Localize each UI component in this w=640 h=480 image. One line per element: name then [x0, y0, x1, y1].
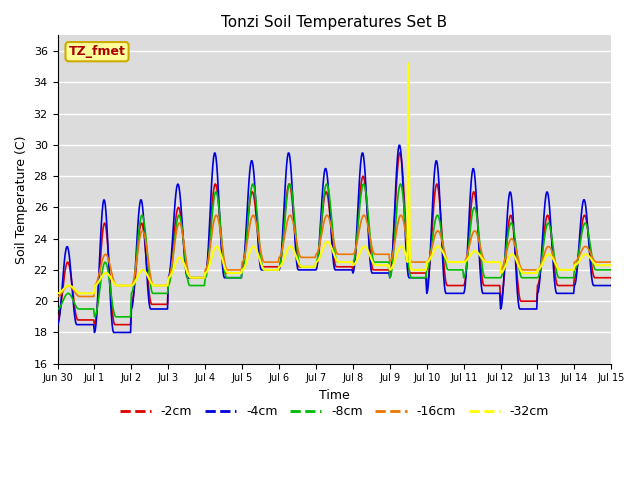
Y-axis label: Soil Temperature (C): Soil Temperature (C)	[15, 135, 28, 264]
Legend: -2cm, -4cm, -8cm, -16cm, -32cm: -2cm, -4cm, -8cm, -16cm, -32cm	[115, 400, 554, 423]
X-axis label: Time: Time	[319, 389, 350, 402]
Text: TZ_fmet: TZ_fmet	[68, 45, 125, 58]
Title: Tonzi Soil Temperatures Set B: Tonzi Soil Temperatures Set B	[221, 15, 447, 30]
